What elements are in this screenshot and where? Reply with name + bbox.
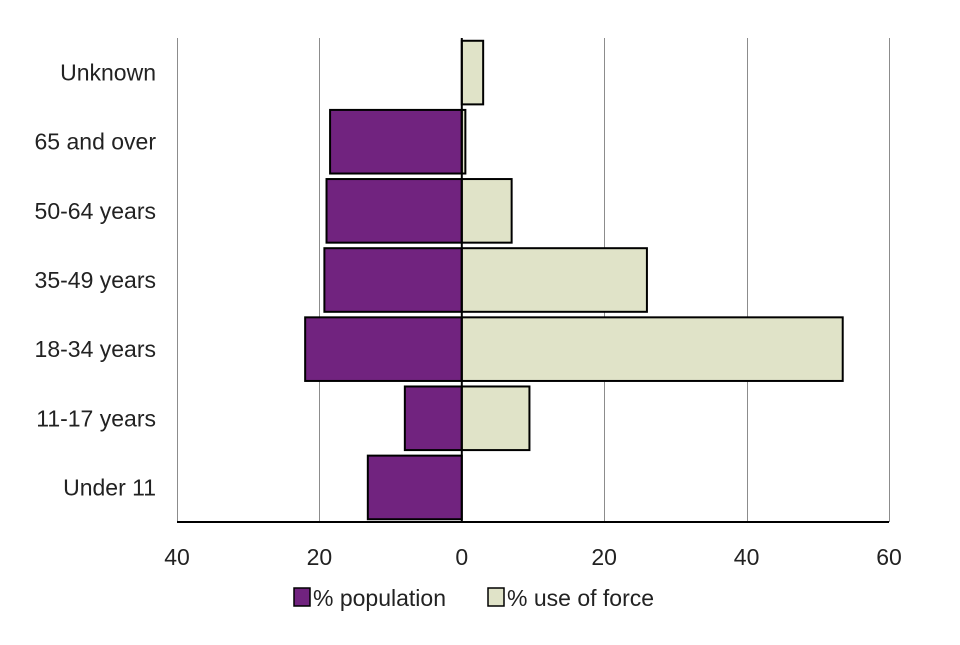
- category-label-unknown: Unknown: [60, 60, 156, 86]
- category-label-35-49-years: 35-49 years: [35, 267, 156, 293]
- bar-pct-population-50-64-years: [325, 178, 463, 244]
- x-tick-label-neg40: 40: [164, 544, 190, 570]
- legend-label-pct-use-of-force: % use of force: [507, 585, 654, 611]
- bar-pct-use-of-force-unknown: [460, 39, 485, 106]
- category-label-11-17-years: 11-17 years: [36, 405, 156, 431]
- bar-pct-use-of-force-50-64-years: [460, 178, 513, 244]
- x-tick-labels: 40 20 0 20 40 60: [164, 544, 902, 570]
- bar-pct-use-of-force-18-34-years: [460, 316, 844, 382]
- x-tick-label-pos0: 0: [455, 544, 468, 570]
- bar-pct-use-of-force-35-49-years: [460, 247, 648, 313]
- bar-pct-population-under-11: [366, 454, 463, 521]
- axes: [177, 38, 889, 523]
- x-tick-label-neg20: 20: [307, 544, 333, 570]
- category-label-65-and-over: 65 and over: [35, 129, 157, 155]
- x-tick-label-pos40: 40: [734, 544, 760, 570]
- x-tick-label-pos60: 60: [876, 544, 902, 570]
- category-label-50-64-years: 50-64 years: [35, 198, 156, 224]
- legend-swatch-pct-population: [293, 587, 311, 607]
- x-tick-label-pos20: 20: [591, 544, 617, 570]
- legend-swatch-pct-use-of-force: [487, 587, 505, 607]
- legend: % population % use of force: [293, 585, 654, 611]
- bar-pct-use-of-force-11-17-years: [460, 385, 531, 452]
- bars: [304, 39, 844, 521]
- bar-pct-population-18-34-years: [304, 316, 463, 382]
- bar-pct-population-35-49-years: [323, 247, 463, 313]
- category-labels: Unknown 65 and over 50-64 years 35-49 years…: [35, 60, 157, 501]
- legend-label-pct-population: % population: [313, 585, 446, 611]
- category-label-under-11: Under 11: [63, 474, 156, 500]
- bar-pct-population-11-17-years: [403, 385, 463, 452]
- bar-pct-population-65-and-over: [329, 108, 463, 175]
- category-label-18-34-years: 18-34 years: [35, 336, 156, 362]
